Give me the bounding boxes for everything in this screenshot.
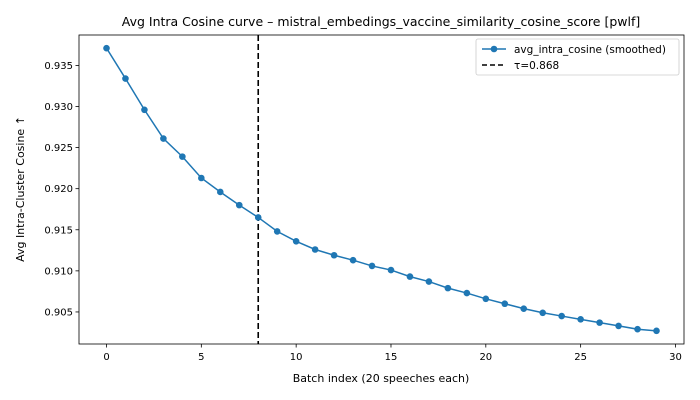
data-point [634,325,641,333]
y-axis-label: Avg Intra-Cluster Cosine ↑ [14,116,27,262]
data-point [463,289,471,297]
data-point [349,256,357,264]
data-point [596,319,603,326]
x-tick-label: 25 [574,352,587,363]
y-tick-label: 0.915 [44,225,73,236]
x-tick-label: 10 [290,352,303,363]
data-point [539,309,547,317]
data-point [577,316,584,323]
y-axis-ticks: 0.905 0.910 0.915 0.920 0.925 0.930 0.935 [44,61,79,318]
legend-box [475,38,680,76]
data-point [235,201,243,209]
y-tick-label: 0.925 [44,143,73,154]
y-tick-label: 0.920 [44,184,73,195]
y-tick-label: 0.935 [44,61,73,72]
data-point [198,174,205,182]
x-tick-label: 15 [385,352,398,363]
legend-series-label: avg_intra_cosine (smoothed) [514,44,666,56]
data-point [216,188,224,196]
data-point [254,214,262,221]
data-point [387,266,395,274]
data-point [501,300,509,308]
data-point [444,284,452,292]
legend-threshold-label: τ=0.868 [514,60,559,72]
x-tick-label: 30 [669,352,682,363]
data-point [615,322,622,330]
plot-area [79,35,684,344]
legend-series-marker [490,45,498,53]
plot-frame [78,34,685,345]
data-point [103,44,110,52]
x-tick-label: 20 [479,352,492,363]
chart-title: Avg Intra Cosine curve – mistral_embedin… [122,14,640,29]
x-axis-label: Batch index (20 speeches each) [293,372,470,385]
data-point [311,246,319,253]
data-point [520,305,528,312]
data-point [273,228,281,235]
y-tick-label: 0.905 [44,307,73,318]
y-tick-label: 0.930 [44,102,73,113]
data-point [406,273,414,280]
data-point [292,237,300,245]
data-point [141,106,148,114]
x-tick-label: 0 [103,352,109,363]
data-point [330,251,338,259]
data-point [653,327,660,335]
data-point [160,135,167,142]
legend: avg_intra_cosine (smoothed) τ=0.868 [475,38,680,76]
data-point [368,262,376,270]
data-point [122,75,129,82]
series-group [103,44,660,335]
x-axis-ticks: 0 5 10 15 20 25 30 [103,344,682,363]
data-point [179,153,186,160]
x-tick-label: 5 [198,352,204,363]
y-tick-label: 0.910 [44,266,73,277]
data-point [482,295,490,303]
data-point [558,312,565,320]
data-point [425,278,433,285]
